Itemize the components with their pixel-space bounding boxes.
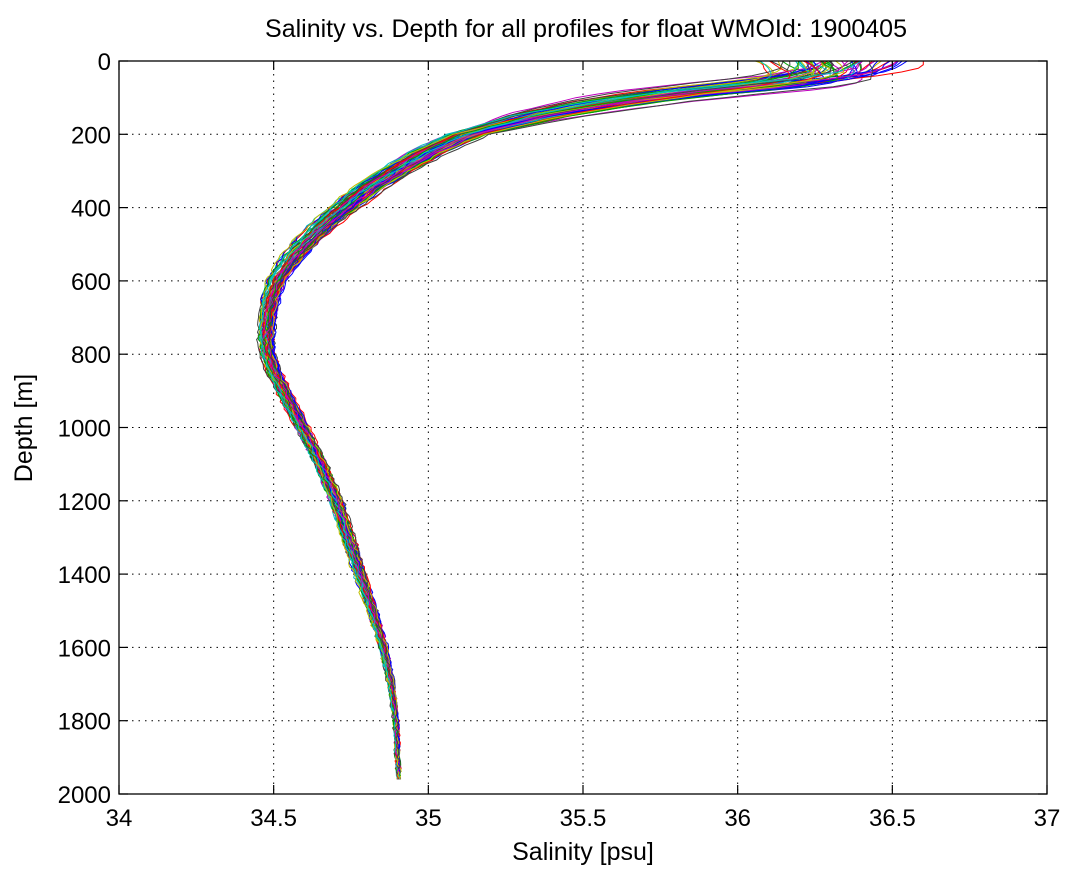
profile-line — [267, 60, 862, 769]
profile-line — [272, 60, 862, 776]
x-tick-label: 35 — [415, 805, 442, 832]
profile-line — [264, 60, 783, 769]
profile-line — [269, 60, 891, 773]
profile-line — [266, 60, 835, 773]
profile-line — [267, 60, 817, 769]
profile-line — [261, 60, 813, 773]
profile-line — [261, 60, 855, 780]
profile-line — [272, 60, 827, 773]
profile-line — [268, 60, 862, 780]
profile-line — [258, 60, 773, 780]
y-tick-label: 800 — [71, 342, 111, 369]
x-tick-label: 35.5 — [560, 805, 607, 832]
profile-line — [269, 60, 873, 776]
profile-line — [270, 60, 908, 769]
x-tick-label: 34 — [106, 805, 133, 832]
profile-line — [265, 60, 879, 780]
profile-line — [263, 60, 838, 776]
profile-line — [262, 60, 812, 773]
profile-line — [256, 60, 791, 780]
profile-line — [262, 60, 791, 773]
y-tick-label: 1800 — [58, 709, 111, 736]
y-tick-label: 400 — [71, 196, 111, 223]
profile-line — [258, 60, 775, 773]
profile-lines — [256, 60, 924, 780]
profile-line — [260, 60, 784, 780]
y-tick-label: 1600 — [58, 635, 111, 662]
profile-line — [268, 60, 840, 776]
profile-line — [262, 60, 860, 780]
x-axis-label: Salinity [psu] — [512, 838, 654, 866]
profile-line — [267, 60, 874, 769]
profile-line — [258, 60, 817, 776]
profile-line — [264, 60, 863, 776]
y-axis-label: Depth [m] — [10, 374, 38, 482]
profile-line — [262, 60, 827, 776]
profile-line — [268, 60, 818, 773]
profile-line — [263, 60, 856, 776]
profile-line — [266, 60, 899, 773]
profile-line — [269, 60, 899, 776]
profile-line — [268, 60, 898, 773]
profile-line — [271, 61, 924, 780]
profile-line — [257, 60, 799, 773]
profile-line — [257, 60, 799, 780]
profile-line — [268, 60, 882, 776]
x-tick-label: 34.5 — [250, 805, 297, 832]
y-tick-label: 2000 — [58, 782, 111, 809]
grid — [119, 61, 1047, 794]
x-tick-label: 36.5 — [869, 805, 916, 832]
profile-line — [258, 60, 807, 780]
profile-line — [262, 60, 817, 773]
profile-line — [262, 60, 814, 780]
profile-line — [261, 60, 802, 780]
y-tick-label: 1200 — [58, 489, 111, 516]
profile-line — [264, 60, 810, 773]
y-tick-label: 200 — [71, 122, 111, 149]
axis-ticks: 34 34.5 35 35.5 36 36.5 37 0 200 400 600 800 1000 120… — [58, 49, 1061, 832]
profile-line — [265, 60, 816, 776]
profile-line — [267, 60, 831, 776]
profile-line — [266, 60, 810, 776]
profile-line — [264, 60, 800, 780]
profile-line — [259, 60, 862, 772]
profile-line — [264, 60, 826, 780]
profile-line — [270, 60, 863, 769]
profile-line — [259, 60, 815, 780]
profile-line — [262, 60, 857, 780]
profile-line — [270, 60, 858, 769]
profile-line — [270, 60, 845, 773]
profile-line — [268, 60, 858, 776]
x-tick-label: 37 — [1034, 805, 1061, 832]
profile-line — [266, 60, 823, 773]
profile-line — [261, 60, 824, 776]
profile-line — [266, 60, 839, 772]
profile-line — [264, 60, 817, 780]
profile-line — [269, 60, 903, 780]
profile-line — [270, 60, 831, 769]
y-tick-label: 1400 — [58, 562, 111, 589]
profile-line — [265, 60, 833, 776]
profile-line — [263, 60, 849, 769]
y-tick-label: 1000 — [58, 416, 111, 443]
y-tick-label: 600 — [71, 269, 111, 296]
chart-title: Salinity vs. Depth for all profiles for … — [265, 15, 907, 43]
profile-line — [271, 60, 891, 780]
profile-line — [263, 60, 856, 769]
profile-line — [259, 60, 772, 780]
profile-line — [260, 60, 832, 780]
x-tick-label: 36 — [724, 805, 751, 832]
profile-line — [264, 60, 811, 776]
profile-line — [266, 60, 825, 780]
profile-line — [270, 60, 876, 776]
plot-frame — [118, 60, 1048, 795]
y-tick-label: 0 — [98, 49, 111, 76]
profile-line — [265, 60, 833, 780]
profile-line — [268, 60, 840, 776]
profile-line — [257, 60, 829, 769]
